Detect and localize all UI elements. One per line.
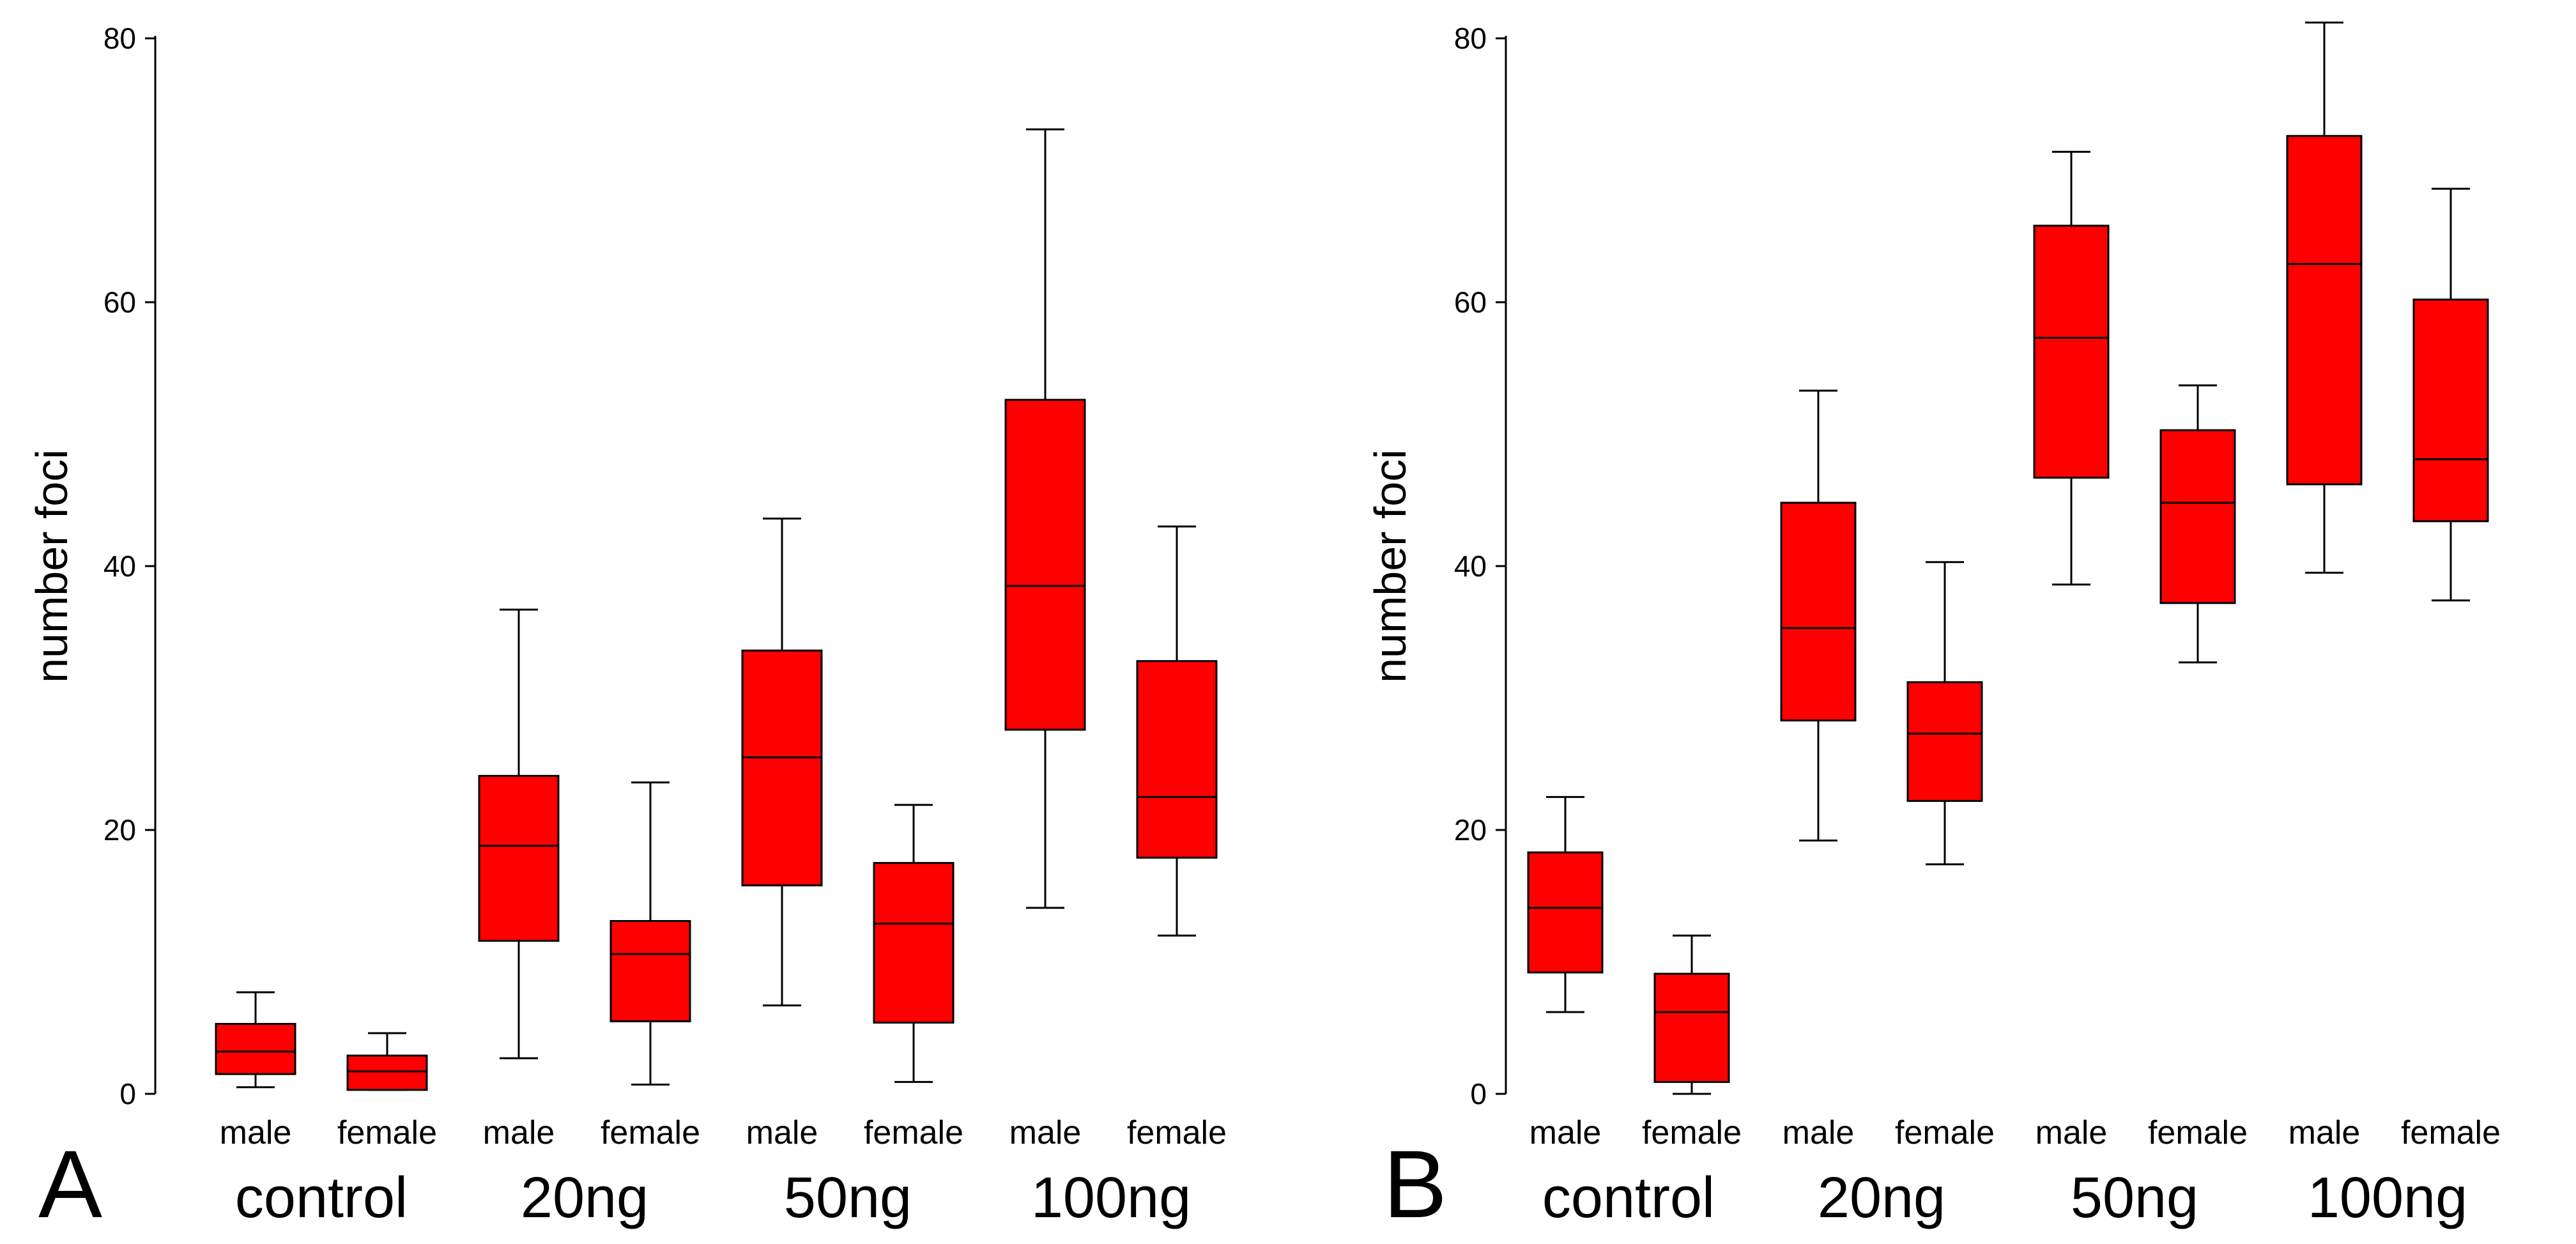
y-tick-label: 20 [1454,813,1487,847]
y-tick-label: 80 [103,22,136,55]
category-label: male [2288,1114,2361,1151]
category-label: female [601,1114,700,1151]
box-body [873,862,954,1024]
box-body [346,1054,428,1091]
category-label: female [2148,1114,2248,1151]
box-body [1136,660,1218,859]
y-tick-label: 20 [103,813,136,847]
group-label: 50ng [784,1166,912,1230]
box-body [610,919,691,1022]
category-label: female [337,1114,437,1151]
category-label: male [220,1114,292,1151]
category-label: female [864,1114,963,1151]
box-control-male [1527,795,1604,1013]
box-body [215,1023,296,1075]
category-label: female [2401,1114,2501,1151]
category-label: female [1127,1114,1227,1151]
y-tick-label: 40 [103,549,136,583]
category-label: male [1782,1114,1855,1151]
box-100ng-male [2286,21,2363,574]
y-tick-label: 60 [103,286,136,319]
panel-label: A [38,1130,102,1238]
category-label: female [1895,1114,1995,1151]
box-body [2033,224,2110,479]
box-100ng-female [1136,525,1218,937]
box-body [1653,972,1730,1083]
y-tick-label: 0 [1470,1077,1487,1110]
box-50ng-female [873,804,954,1083]
panel-b: 0 20 40 60 80 number foci male female male female… [1365,21,2501,1238]
category-label: male [746,1114,818,1151]
category-label: male [2035,1114,2108,1151]
category-label: female [1642,1114,1742,1151]
group-label: 20ng [521,1166,648,1230]
group-label: 50ng [2071,1166,2198,1230]
box-body [741,649,823,887]
panel-label: B [1383,1130,1447,1238]
y-axis-label: number foci [1365,449,1415,683]
y-axis-label: number foci [27,449,77,683]
category-label: male [483,1114,555,1151]
group-label: 100ng [2308,1166,2467,1230]
box-20ng-male [1780,389,1857,842]
box-body [1780,502,1857,722]
panel-a: 0 20 40 60 80 number foci male female male female… [27,22,1227,1238]
box-100ng-male [1004,128,1086,909]
box-50ng-male [2033,151,2110,586]
category-label: male [1009,1114,1082,1151]
box-body [478,774,560,942]
group-label: control [235,1166,408,1230]
box-20ng-female [1906,561,1983,866]
category-label: male [1529,1114,1602,1151]
box-body [1527,851,1604,974]
group-label: 20ng [1818,1166,1945,1230]
box-body [1004,399,1086,731]
box-control-female [1653,934,1730,1095]
box-body [2412,298,2489,523]
box-20ng-female [610,781,691,1086]
box-20ng-male [478,608,560,1059]
y-tick-label: 0 [119,1077,136,1110]
y-tick-label: 40 [1454,549,1487,583]
box-control-male [215,991,296,1089]
box-100ng-female [2412,187,2489,602]
box-control-female [346,1032,428,1091]
group-label: 100ng [1031,1166,1191,1230]
y-tick-label: 60 [1454,286,1487,319]
box-body [2159,429,2236,604]
box-50ng-male [741,518,823,1007]
box-50ng-female [2159,384,2236,664]
y-tick-label: 80 [1454,22,1487,55]
group-label: control [1542,1166,1715,1230]
box-body [1906,681,1983,802]
box-body [2286,135,2363,486]
